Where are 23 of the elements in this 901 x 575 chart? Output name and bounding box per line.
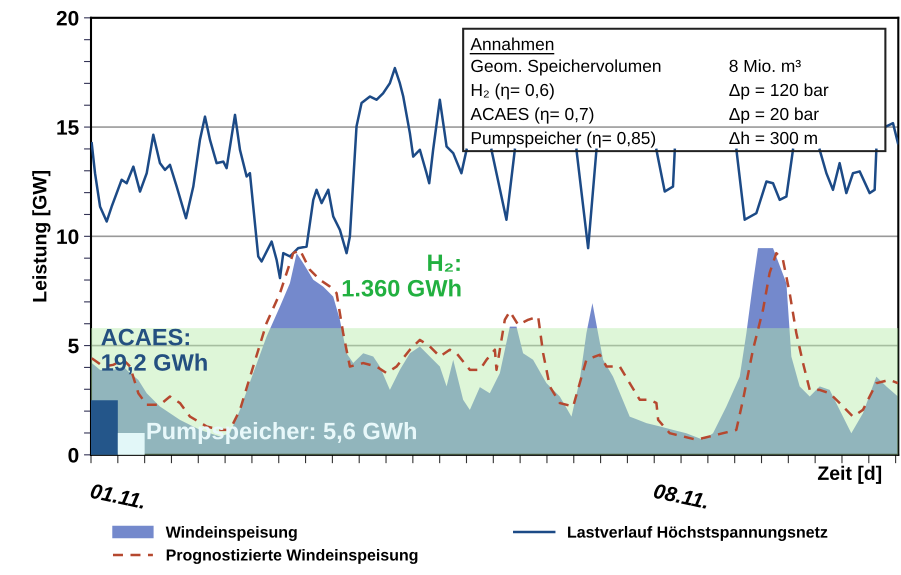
annotation: Δh = 300 m [729,131,817,144]
x-tick-label: 08.11. [653,483,709,509]
annotation: Pumpspeicher (η= 0,85) [472,131,656,148]
y-tick-label: 15 [57,120,79,135]
y-tick-label: 5 [68,338,79,354]
legend-label: Prognostizierte Windeinspeisung [166,548,418,564]
annotation: H₂ (η= 0,6) [472,83,554,100]
y-axis-title: Leistung [GW] [32,170,50,302]
annotation: H₂: 1.360 GWh [342,254,461,297]
annotation: Annahmen [470,37,554,50]
annotation: 8 Mio. m³ [730,59,801,72]
y-tick-label: 20 [56,10,78,26]
legend-label: Windeinspeisung [166,526,297,541]
x-axis-title: Zeit [d] [818,466,882,484]
y-tick-label: 10 [57,229,78,244]
x-tick-label: 01.11. [90,483,146,509]
annotation: ACAES: 19,2 GWh [101,328,207,374]
annotation: Δp = 120 bar [729,83,828,100]
legend-label: Lastverlauf Höchstspannungsnetz [568,526,828,541]
annotation: ACAES (η= 0,7) [470,107,594,124]
y-tick-label: 0 [68,448,78,463]
annotation: Δp = 20 bar [729,107,819,124]
annotation: Geom. Speichervolumen [471,59,660,76]
